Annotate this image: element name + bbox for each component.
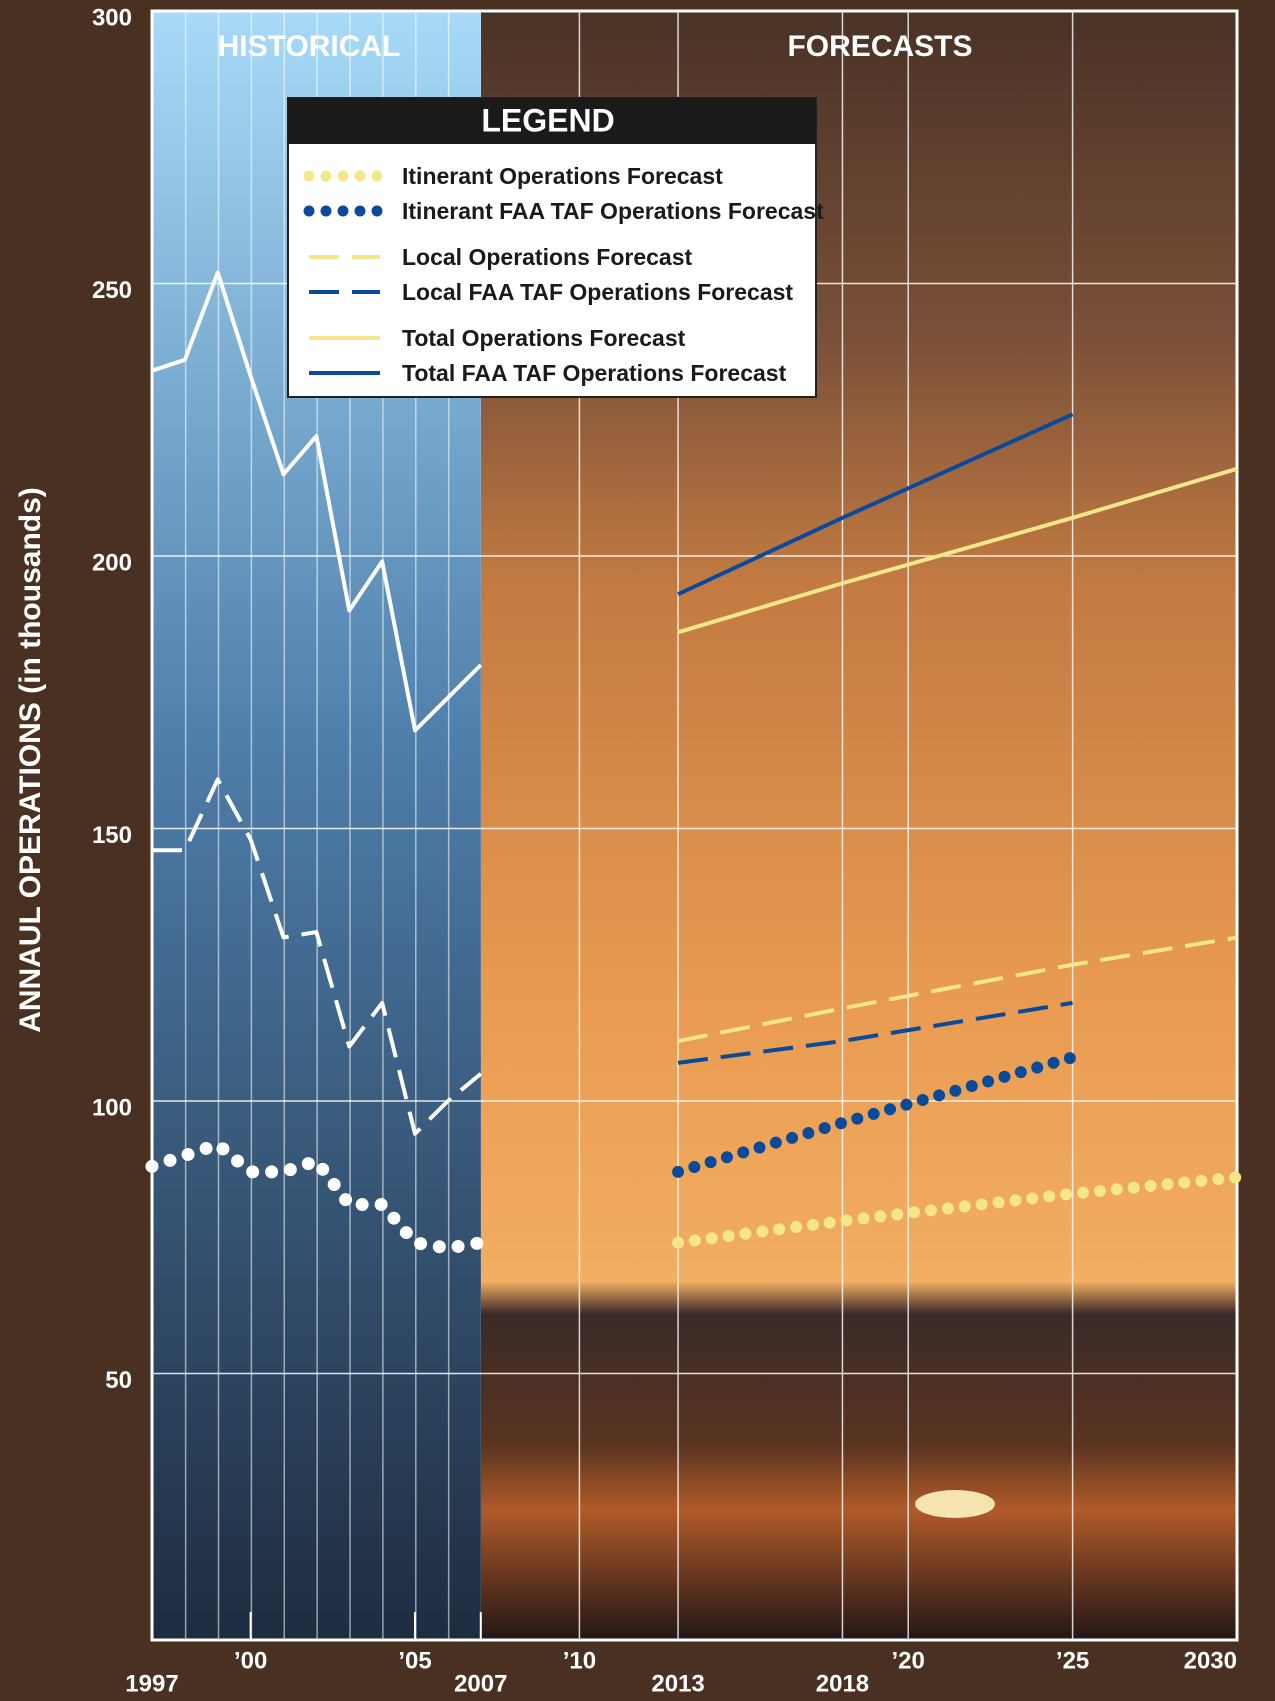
x-tick-label: 2007 — [454, 1670, 507, 1697]
y-tick-label: 250 — [92, 277, 132, 304]
y-tick-label: 150 — [92, 822, 132, 849]
legend-label: Local Operations Forecast — [402, 244, 692, 270]
y-tick-label: 300 — [92, 4, 132, 31]
lines — [145, 270, 1243, 1255]
y-axis-label: ANNAUL OPERATIONS (in thousands) — [14, 487, 47, 1033]
legend-label: Local FAA TAF Operations Forecast — [402, 279, 793, 305]
legend-label: Itinerant Operations Forecast — [402, 163, 723, 189]
legend-title-bar — [288, 98, 816, 144]
sun — [915, 1490, 995, 1518]
legend-label: Total Operations Forecast — [402, 325, 686, 351]
series-line — [677, 412, 1074, 596]
series-line — [145, 1138, 488, 1255]
x-tick-label: 2018 — [816, 1670, 869, 1697]
legend-label: Total FAA TAF Operations Forecast — [402, 360, 787, 386]
legend-box — [287, 97, 817, 398]
series-line — [151, 270, 483, 733]
y-tick-label: 200 — [92, 549, 132, 576]
section-label: HISTORICAL — [218, 30, 401, 63]
series-line — [672, 1171, 1243, 1249]
x-tick-label: 2013 — [651, 1670, 704, 1697]
x-tick-label: 2030 — [1184, 1647, 1237, 1674]
x-tick-label: ’05 — [398, 1647, 431, 1674]
series-line — [677, 1000, 1073, 1065]
x-tick-label: ’00 — [234, 1647, 267, 1674]
x-tick-label: ’20 — [892, 1647, 925, 1674]
x-tick-label: ’25 — [1056, 1647, 1089, 1674]
section-label: FORECASTS — [787, 30, 972, 63]
y-tick-label: 100 — [92, 1094, 132, 1121]
y-tick-label: 50 — [105, 1367, 132, 1394]
series-line — [672, 1051, 1079, 1178]
series-line — [677, 935, 1238, 1044]
legend: LEGEND Itinerant Operations Forecast Itin… — [287, 97, 824, 398]
x-tick-label: ’10 — [563, 1647, 596, 1674]
x-tick-label: 1997 — [125, 1670, 178, 1697]
series-line — [152, 777, 483, 1136]
series-line — [677, 466, 1238, 635]
legend-label: Itinerant FAA TAF Operations Forecast — [402, 198, 824, 224]
legend-title: LEGEND — [481, 102, 614, 138]
